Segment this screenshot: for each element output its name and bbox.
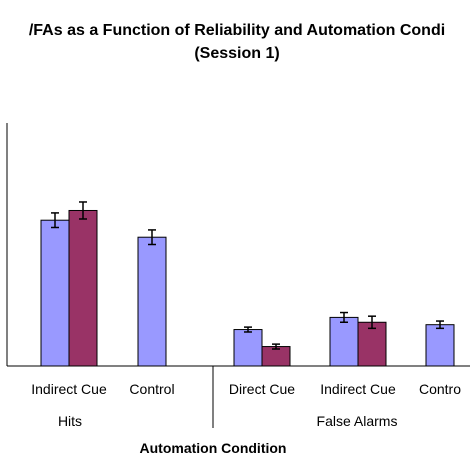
bar-series2-cat4 xyxy=(357,321,387,367)
error-bar-series2-cat1 xyxy=(79,201,87,220)
error-bar-series2-cat4 xyxy=(368,315,376,330)
bar-series1-cat1 xyxy=(40,219,70,367)
bars-layer xyxy=(40,201,455,367)
group-label-1: False Alarms xyxy=(317,413,398,429)
bar-series2-cat1 xyxy=(68,209,98,367)
x-axis-label: Automation Condition xyxy=(140,440,287,456)
error-bar-series1-cat3 xyxy=(244,326,252,333)
error-bar-series1-cat4 xyxy=(340,311,348,324)
error-bar-series1-cat1 xyxy=(51,212,59,229)
error-bar-series1-cat2 xyxy=(148,229,156,246)
x-tick-label-1: Indirect Cue xyxy=(31,381,107,397)
x-tick-label-2: Control xyxy=(129,381,174,397)
chart-subtitle: (Session 1) xyxy=(194,45,279,62)
bar-series1-cat4 xyxy=(329,316,359,367)
bar-series1-cat3 xyxy=(233,329,263,367)
bar-series1-cat5 xyxy=(425,324,455,367)
error-bar-series2-cat3 xyxy=(272,343,280,350)
chart-title: /FAs as a Function of Reliability and Au… xyxy=(29,22,445,39)
error-bar-series1-cat5 xyxy=(436,320,444,330)
x-tick-label-3: Direct Cue xyxy=(229,381,295,397)
group-label-0: Hits xyxy=(58,413,82,429)
x-tick-label-4: Indirect Cue xyxy=(320,381,396,397)
bar-series1-cat2 xyxy=(137,236,167,367)
x-tick-label-5: Contro xyxy=(419,381,461,397)
